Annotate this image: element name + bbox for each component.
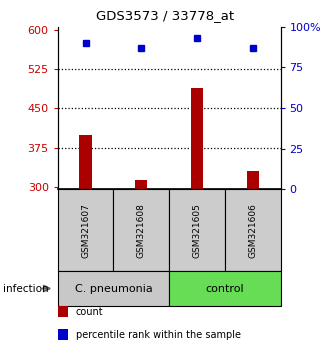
Text: count: count — [76, 307, 104, 316]
Bar — [80, 135, 92, 189]
Text: C. pneumonia: C. pneumonia — [75, 284, 152, 293]
Text: GSM321607: GSM321607 — [81, 202, 90, 258]
Bar — [247, 171, 259, 189]
Text: control: control — [206, 284, 244, 293]
Bar — [135, 180, 148, 189]
Text: infection: infection — [3, 284, 49, 293]
Text: GDS3573 / 33778_at: GDS3573 / 33778_at — [96, 9, 234, 22]
Bar — [191, 88, 203, 189]
Text: GSM321606: GSM321606 — [248, 202, 257, 258]
Text: GSM321608: GSM321608 — [137, 202, 146, 258]
Text: percentile rank within the sample: percentile rank within the sample — [76, 330, 241, 339]
Text: GSM321605: GSM321605 — [192, 202, 202, 258]
